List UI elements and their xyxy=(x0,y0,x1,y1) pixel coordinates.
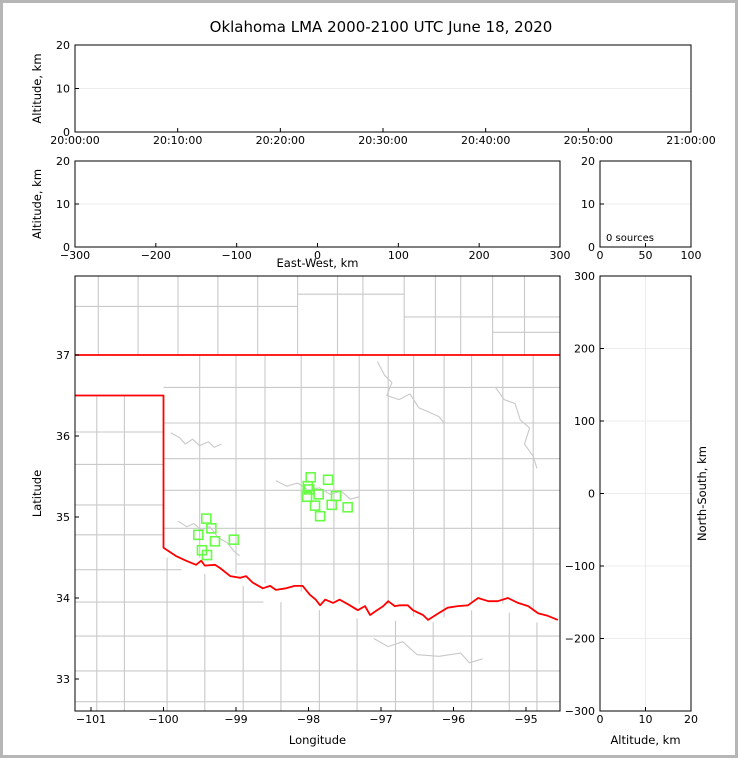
x-tick-label: −100 xyxy=(148,713,178,726)
y-tick-label: 0 xyxy=(63,126,70,139)
figure-title: Oklahoma LMA 2000-2100 UTC June 18, 2020 xyxy=(210,18,553,36)
lma-station-marker xyxy=(206,523,217,534)
x-tick-label: 50 xyxy=(639,249,653,262)
y-tick-label: 10 xyxy=(56,83,70,96)
county-boundary-line xyxy=(495,387,538,469)
panels-root: 20:00:00 20:10:00 20:20:00 20:30:00 20:40:00… xyxy=(50,39,715,726)
map-xlabel: Longitude xyxy=(289,733,346,747)
lma-station-marker xyxy=(200,513,212,524)
lma-station-marker xyxy=(342,501,353,513)
ns-height-panel: 0 10 20 −300 −200 −100 0 100 200 300 xyxy=(565,270,698,726)
y-tick-label: 0 xyxy=(588,241,595,254)
y-tick-label: −100 xyxy=(565,560,595,573)
y-tick-label: 20 xyxy=(581,155,595,168)
time-height-panel: 20:00:00 20:10:00 20:20:00 20:30:00 20:40:00… xyxy=(50,39,715,147)
y-tick-label: 20 xyxy=(56,155,70,168)
x-tick-label: −300 xyxy=(60,249,90,262)
x-tick-label: −98 xyxy=(297,713,320,726)
y-tick-label: 33 xyxy=(56,673,70,686)
x-tick-label: −100 xyxy=(222,249,252,262)
x-tick-label: 0 xyxy=(597,713,604,726)
county-boundary-line xyxy=(275,480,360,500)
ns-height-xlabel: Altitude, km xyxy=(610,733,680,747)
county-boundary-line xyxy=(373,638,483,664)
ew-height-ylabel: Altitude, km xyxy=(30,169,44,239)
x-tick-label: 0 xyxy=(314,249,321,262)
x-tick-label: 21:00:00 xyxy=(666,134,715,147)
x-tick-label: 20:00:00 xyxy=(50,134,99,147)
source-histogram-panel: 0 50 100 0 10 20 xyxy=(581,155,702,262)
y-tick-label: 35 xyxy=(56,511,70,524)
lma-station-marker xyxy=(314,510,326,522)
x-tick-label: 20:40:00 xyxy=(461,134,510,147)
map-ylabel: Latitude xyxy=(30,470,44,517)
x-tick-label: 20:20:00 xyxy=(256,134,305,147)
y-tick-label: 0 xyxy=(588,488,595,501)
source-count-annotation: 0 sources xyxy=(606,233,654,244)
y-tick-label: 34 xyxy=(56,592,70,605)
y-tick-label: 20 xyxy=(56,39,70,52)
x-tick-label: −200 xyxy=(141,249,171,262)
x-tick-label: 300 xyxy=(550,249,571,262)
county-boundary-line xyxy=(170,432,222,448)
y-tick-label: −300 xyxy=(565,705,595,718)
lma-station-marker xyxy=(322,474,334,486)
y-tick-label: 10 xyxy=(581,198,595,211)
y-tick-label: 300 xyxy=(574,270,595,283)
lma-station-marker xyxy=(201,549,213,561)
ns-height-ylabel: North-South, km xyxy=(695,446,709,541)
x-tick-label: −99 xyxy=(224,713,247,726)
county-boundary-line xyxy=(376,361,445,424)
y-tick-label: 100 xyxy=(574,415,595,428)
x-tick-label: −97 xyxy=(369,713,392,726)
y-tick-label: 10 xyxy=(56,198,70,211)
x-tick-label: 200 xyxy=(469,249,490,262)
x-tick-label: 0 xyxy=(597,249,604,262)
state-border-line xyxy=(75,394,559,621)
lma-station-marker xyxy=(209,536,221,547)
y-tick-label: 200 xyxy=(574,343,595,356)
x-tick-label: 10 xyxy=(639,713,653,726)
lma-station-marker xyxy=(302,480,314,492)
x-tick-label: 100 xyxy=(681,249,702,262)
y-tick-label: −200 xyxy=(565,633,595,646)
x-tick-label: 20:50:00 xyxy=(564,134,613,147)
x-tick-label: −101 xyxy=(76,713,106,726)
x-tick-label: 20 xyxy=(684,713,698,726)
lma-station-marker xyxy=(192,529,204,541)
ew-height-xlabel: East-West, km xyxy=(277,256,359,270)
plot-canvas: 20:00:00 20:10:00 20:20:00 20:30:00 20:40:00… xyxy=(30,18,716,747)
lma-station-marker xyxy=(313,489,324,500)
y-tick-label: 36 xyxy=(56,430,70,443)
county-boundary-line xyxy=(177,520,240,557)
lma-station-marker xyxy=(309,500,321,511)
lma-station-marker xyxy=(301,491,313,503)
plan-map-panel: −101 −100 −99 −98 −97 −96 −95 33 34 35 36 37 xyxy=(56,275,561,726)
y-tick-label: 37 xyxy=(56,349,70,362)
ew-height-panel: −300 −200 −100 0 100 200 300 0 10 20 xyxy=(56,155,571,262)
lma-station-marker xyxy=(326,499,337,511)
x-tick-label: 20:30:00 xyxy=(358,134,407,147)
y-tick-label: 0 xyxy=(63,241,70,254)
lma-station-marker xyxy=(305,472,316,483)
time-height-ylabel: Altitude, km xyxy=(30,53,44,123)
x-tick-label: −96 xyxy=(442,713,465,726)
x-tick-label: 100 xyxy=(388,249,409,262)
x-tick-label: −95 xyxy=(514,713,537,726)
lma-station-marker xyxy=(228,534,240,545)
x-tick-label: 20:10:00 xyxy=(153,134,202,147)
axes-frame xyxy=(74,275,561,712)
